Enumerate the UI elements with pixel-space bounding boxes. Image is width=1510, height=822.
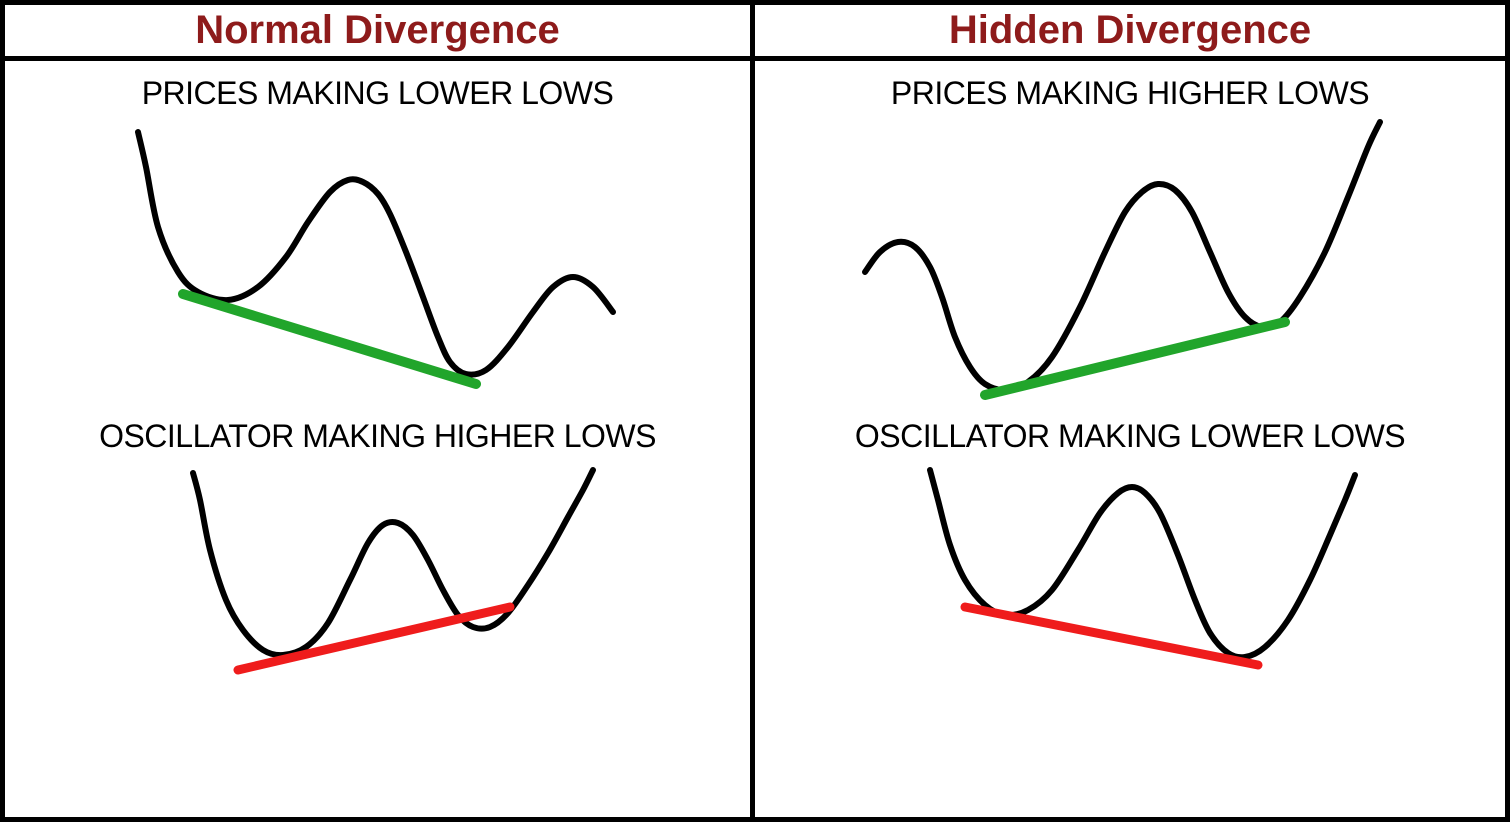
header-hidden-divergence: Hidden Divergence (755, 5, 1505, 61)
header-normal-divergence: Normal Divergence (5, 5, 755, 61)
hidden-price-chart-slot (755, 112, 1505, 412)
curve-line (138, 132, 613, 375)
trend-line (985, 322, 1285, 395)
hidden-osc-subtitle: OSCILLATOR MAKING LOWER LOWS (855, 418, 1405, 455)
hidden-osc-chart (780, 455, 1480, 685)
normal-price-chart (28, 112, 728, 412)
curve-line (930, 470, 1355, 657)
trend-line (183, 294, 476, 384)
panel-hidden-divergence: PRICES MAKING HIGHER LOWS OSCILLATOR MAK… (755, 61, 1505, 817)
normal-osc-subtitle: OSCILLATOR MAKING HIGHER LOWS (99, 418, 656, 455)
hidden-osc-chart-slot (755, 455, 1505, 685)
normal-price-chart-slot (5, 112, 750, 412)
curve-line (865, 122, 1380, 390)
normal-osc-chart (28, 455, 728, 685)
divergence-comparison-grid: Normal Divergence Hidden Divergence PRIC… (0, 0, 1510, 822)
normal-price-subtitle: PRICES MAKING LOWER LOWS (142, 75, 614, 112)
curve-line (193, 470, 593, 655)
panel-normal-divergence: PRICES MAKING LOWER LOWS OSCILLATOR MAKI… (5, 61, 755, 817)
hidden-price-chart (780, 112, 1480, 412)
hidden-price-subtitle: PRICES MAKING HIGHER LOWS (891, 75, 1369, 112)
header-normal-label: Normal Divergence (195, 8, 560, 53)
header-hidden-label: Hidden Divergence (949, 8, 1311, 53)
trend-line (238, 607, 510, 670)
normal-osc-chart-slot (5, 455, 750, 685)
